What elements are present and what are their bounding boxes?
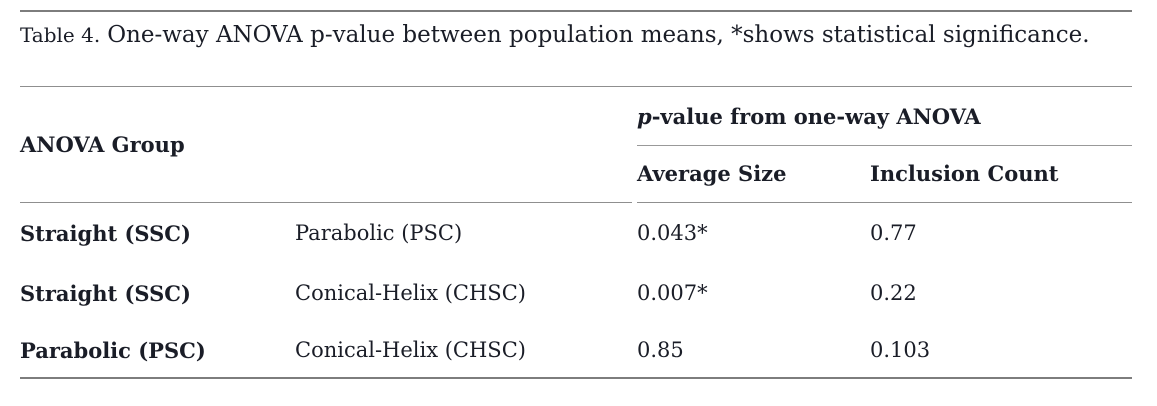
cell-inclusion-count: 0.77 bbox=[870, 221, 917, 245]
anova-table: ANOVA Group p -value from one-way ANOVA A… bbox=[20, 86, 1132, 379]
table-caption: Table 4. One-way ANOVA p-value between po… bbox=[20, 12, 1132, 86]
cell-average-size: 0.85 bbox=[637, 338, 684, 362]
column-header-anova-group: ANOVA Group bbox=[20, 87, 632, 203]
subheader-row: Average Size Inclusion Count bbox=[637, 146, 1132, 201]
cell-group-a: Straight (SSC) bbox=[20, 220, 191, 246]
bottom-rule bbox=[20, 377, 1132, 379]
header-pvalue-group: p -value from one-way ANOVA Average Size … bbox=[637, 87, 1132, 203]
cell-group-a: Straight (SSC) bbox=[20, 280, 191, 306]
spanner-rest: -value from one-way ANOVA bbox=[651, 103, 981, 129]
cell-inclusion-count: 0.22 bbox=[870, 281, 917, 305]
cell-group-b: Conical-Helix (CHSC) bbox=[295, 281, 526, 305]
spanner-italic-p: p bbox=[637, 103, 652, 129]
column-header-average-size: Average Size bbox=[637, 161, 787, 186]
column-header-inclusion-count: Inclusion Count bbox=[870, 161, 1059, 186]
table-row: Straight (SSC) Parabolic (PSC) 0.043* 0.… bbox=[20, 203, 1132, 263]
table-caption-label: Table 4. bbox=[20, 23, 101, 47]
spanner-pvalue-from-anova: p -value from one-way ANOVA bbox=[637, 87, 1132, 146]
anova-group-label: ANOVA Group bbox=[20, 132, 185, 157]
table-header: ANOVA Group p -value from one-way ANOVA A… bbox=[20, 86, 1132, 203]
table-caption-text: One-way ANOVA p-value between population… bbox=[107, 22, 1090, 48]
table-body: Straight (SSC) Parabolic (PSC) 0.043* 0.… bbox=[20, 203, 1132, 377]
top-rule bbox=[20, 10, 1132, 12]
cell-group-b: Conical-Helix (CHSC) bbox=[295, 338, 526, 362]
cell-group-a: Parabolic (PSC) bbox=[20, 337, 206, 363]
cell-group-b: Parabolic (PSC) bbox=[295, 221, 463, 245]
table-row: Straight (SSC) Conical-Helix (CHSC) 0.00… bbox=[20, 263, 1132, 323]
cell-average-size: 0.043* bbox=[637, 221, 708, 245]
cell-inclusion-count: 0.103 bbox=[870, 338, 931, 362]
cell-average-size: 0.007* bbox=[637, 281, 708, 305]
table-row: Parabolic (PSC) Conical-Helix (CHSC) 0.8… bbox=[20, 323, 1132, 377]
